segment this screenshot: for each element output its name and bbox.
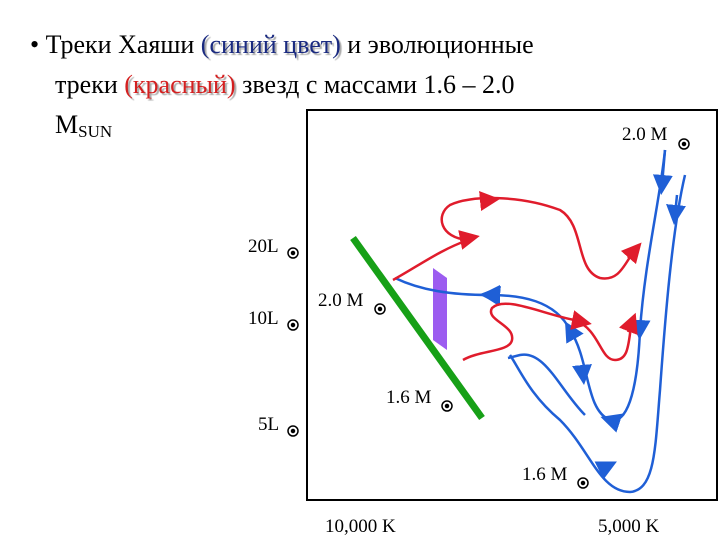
purple-band	[433, 268, 447, 350]
luminosity-label: 20L	[248, 236, 279, 257]
labels: 20L 10L 5L 2.0 M 2.0 M 1.6 M 1.6 M 10,00…	[248, 124, 668, 537]
temperature-label: 5,000 K	[598, 516, 660, 537]
text: треки	[55, 70, 125, 99]
sun-symbols	[287, 138, 690, 489]
luminosity-label: 5L	[258, 414, 279, 435]
text: SUN	[78, 122, 113, 141]
main-sequence	[350, 235, 485, 421]
evolution-tracks	[392, 191, 642, 362]
bullet-line: • Треки Хаяши (синий цвет) и эволюционны…	[30, 30, 534, 59]
text: M	[55, 110, 79, 139]
temperature-label: 10,000 K	[325, 516, 396, 537]
bullet-line: треки (красный) звезд с массами 1.6 – 2.…	[55, 70, 515, 100]
bullet-line: MSUN	[55, 110, 112, 142]
hayashi-tracks	[394, 149, 687, 494]
text: (синий цвет)	[200, 30, 341, 59]
text: (красный)	[124, 70, 236, 99]
mass-label: 1.6 M	[522, 464, 568, 485]
text: и эволюционные	[340, 30, 534, 59]
mass-label: 2.0 M	[622, 124, 668, 145]
text: Треки Хаяши	[45, 30, 201, 59]
mass-label: 2.0 M	[318, 290, 364, 311]
plot-frame	[306, 109, 718, 501]
luminosity-label: 10L	[248, 308, 279, 329]
mass-label: 1.6 M	[386, 387, 432, 408]
text: звезд с массами 1.6 – 2.0	[235, 70, 515, 99]
